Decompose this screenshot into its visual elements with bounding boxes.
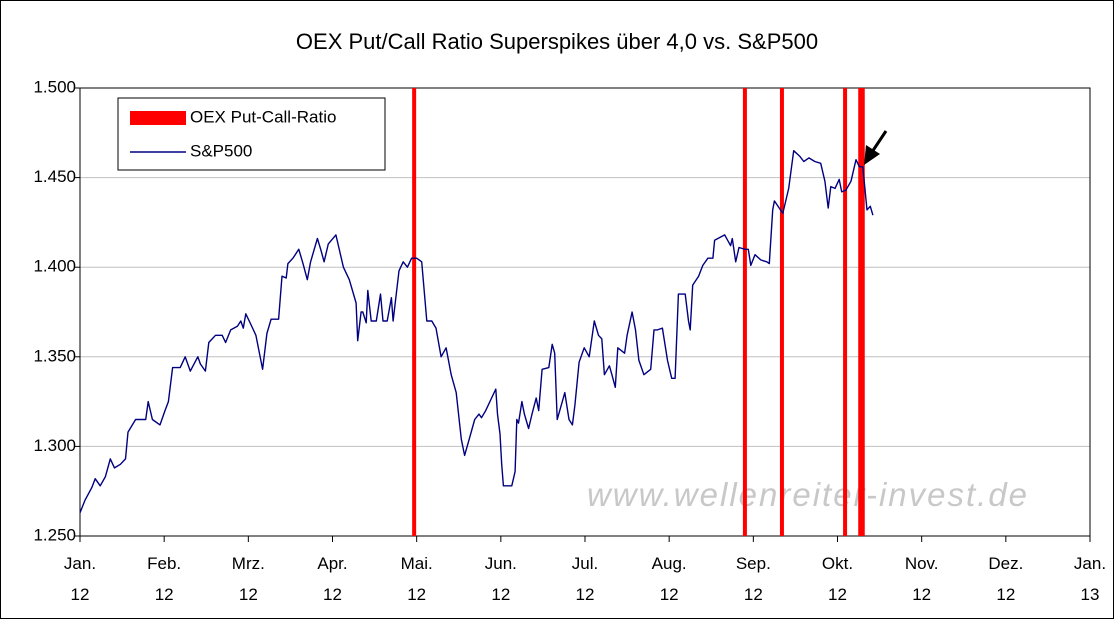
y-tick-label: 1.250 <box>33 525 76 544</box>
x-tick-label-part: Mrz. <box>232 554 265 573</box>
watermark: www.wellenreiter-invest.de <box>587 476 1029 513</box>
x-tick-label-part: Jan. <box>64 554 96 573</box>
x-tick-label: Jan. 13 <box>1074 554 1106 604</box>
x-tick-label: Okt. 12 <box>822 554 853 604</box>
x-tick-label-part: Okt. <box>822 554 853 573</box>
x-tick-label-part: 13 <box>1081 585 1100 604</box>
legend-swatch <box>130 111 186 125</box>
x-tick-label: Dez. 12 <box>988 554 1023 604</box>
arrow-shaft <box>870 130 888 153</box>
x-tick-label-part: Feb. <box>147 554 181 573</box>
x-tick-label: Mrz. 12 <box>232 554 265 604</box>
price-line <box>79 150 874 513</box>
x-tick-label: Nov. 12 <box>905 554 939 604</box>
x-tick-label-part: 12 <box>491 585 510 604</box>
y-tick-label: 1.500 <box>33 77 76 96</box>
y-tick-label: 1.450 <box>33 167 76 186</box>
x-tick-label: Jan. 12 <box>64 554 96 604</box>
arrow-head <box>864 145 880 165</box>
x-tick-label: Mai. 12 <box>401 554 433 604</box>
x-tick-label-part: Sep. <box>736 554 771 573</box>
x-tick-label-part: 12 <box>996 585 1015 604</box>
chart-title: OEX Put/Call Ratio Superspikes über 4,0 … <box>296 29 818 54</box>
legend-box <box>117 97 386 171</box>
x-tick-label-part: 12 <box>828 585 847 604</box>
x-tick-label: Apr. 12 <box>317 554 347 604</box>
x-tick-label: Feb. 12 <box>147 554 181 604</box>
x-tick-label-part: 12 <box>239 585 258 604</box>
x-tick-label: Jun. 12 <box>485 554 517 604</box>
x-tick-label-part: Aug. <box>652 554 687 573</box>
x-tick-label-part: 12 <box>155 585 174 604</box>
x-tick-label-part: Apr. <box>317 554 347 573</box>
x-tick-label: Jul. 12 <box>572 554 598 604</box>
x-tick-label-part: Mai. <box>401 554 433 573</box>
x-tick-label-part: 12 <box>660 585 679 604</box>
x-tick-label-part: 12 <box>744 585 763 604</box>
legend-label: S&P500 <box>190 141 252 160</box>
x-tick-label-part: Jan. <box>1074 554 1106 573</box>
y-tick-label: 1.300 <box>33 436 76 455</box>
x-tick-label-part: 12 <box>323 585 342 604</box>
x-tick-label-part: Jun. <box>485 554 517 573</box>
x-tick-label: Aug. 12 <box>652 554 687 604</box>
x-tick-label-part: 12 <box>576 585 595 604</box>
y-tick-label: 1.350 <box>33 346 76 365</box>
legend-label: OEX Put-Call-Ratio <box>190 107 336 126</box>
x-tick-label-part: 12 <box>71 585 90 604</box>
x-tick-label-part: 12 <box>407 585 426 604</box>
x-tick-label-part: 12 <box>912 585 931 604</box>
x-tick-label-part: Jul. <box>572 554 598 573</box>
y-tick-label: 1.400 <box>33 257 76 276</box>
x-tick-label: Sep. 12 <box>736 554 771 604</box>
x-tick-label-part: Dez. <box>988 554 1023 573</box>
x-tick-label-part: Nov. <box>905 554 939 573</box>
